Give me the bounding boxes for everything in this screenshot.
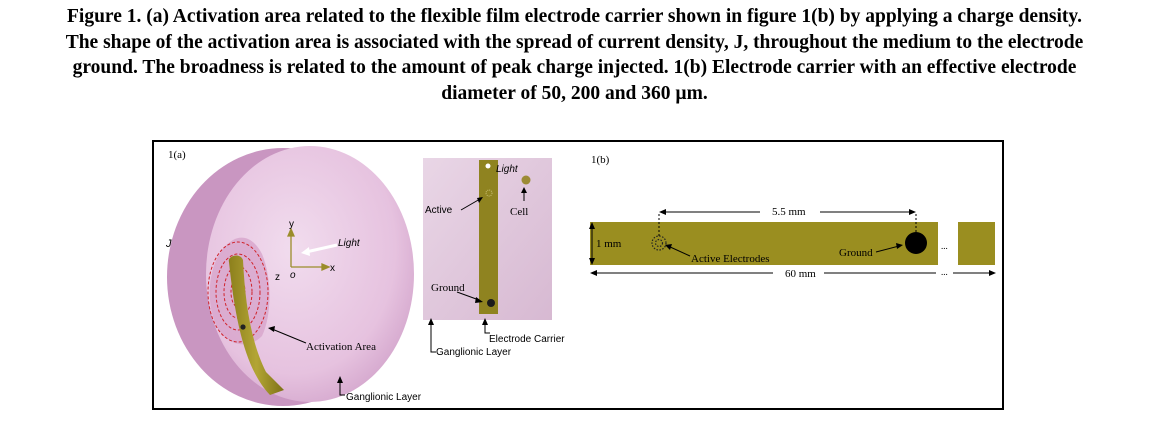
inset-light-dot [485, 163, 491, 169]
light-arrowhead [301, 247, 310, 256]
bottom-dimension-label: 60 mm [785, 268, 816, 280]
ganglionic-layer-label-inset: Ganglionic Layer [436, 347, 512, 358]
panel-inset: Light Active Cell Ground Electrode Carri… [423, 158, 565, 358]
axis-x-label: x [330, 263, 335, 274]
inset-light-label: Light [496, 164, 519, 175]
ellipsis-bottom: ... [941, 267, 948, 277]
caption-line-4: diameter of 50, 200 and 360 µm. [441, 82, 708, 104]
axis-y-label: y [289, 219, 294, 230]
light-arrow [305, 243, 338, 254]
electrode-carrier-label: Electrode Carrier [489, 334, 565, 345]
electrode-carrier-leader [484, 323, 490, 334]
current-density-label: J [165, 238, 172, 250]
active-electrodes-array [651, 235, 667, 251]
inset-active-leader [460, 198, 481, 211]
top-dim-arrow-right [909, 209, 916, 215]
electrode-carrier-arrowhead [482, 318, 488, 325]
caption-line-1: Figure 1. (a) Activation area related to… [67, 6, 1082, 27]
inset-active-label: Active [425, 205, 453, 216]
active-electrodes-leader [667, 245, 691, 257]
inset-carrier [479, 160, 498, 314]
ganglionic-arrowhead-a [337, 376, 343, 383]
axes [287, 227, 331, 271]
ground-arrowhead-b [896, 243, 903, 249]
caption-line-2: The shape of the activation area is asso… [65, 31, 1084, 53]
carrier-strip-end [958, 222, 995, 265]
bottom-dim-arrow-right [989, 270, 996, 276]
inset-active-arrowhead [477, 197, 483, 203]
activation-area-label: Activation Area [306, 341, 376, 353]
electrode-band [228, 255, 284, 395]
inset-ground-electrode [487, 299, 495, 307]
inset-ground-label: Ground [431, 282, 465, 294]
inset-active-electrode [485, 189, 493, 197]
activation-area-arrowhead [268, 326, 275, 332]
active-electrodes-arrowhead [665, 244, 672, 250]
origin-label: o [290, 270, 296, 281]
carrier-strip [590, 222, 938, 265]
inset-cell [521, 175, 531, 185]
ellipsis-top: ... [941, 241, 948, 251]
panel-b: 1(b) 1 mm 5.5 mm Active Electrodes Groun… [589, 154, 996, 280]
light-label: Light [338, 238, 361, 249]
width-arrow-up [589, 222, 595, 229]
ganglionic-layer-label-a: Ganglionic Layer [346, 392, 422, 403]
active-electrodes-label: Active Electrodes [691, 253, 770, 265]
ground-dot-a [240, 324, 246, 330]
inset-ground-leader [456, 291, 480, 301]
inset-cell-label: Cell [510, 206, 528, 218]
top-dim-arrow-left [659, 209, 666, 215]
axis-z-label: z [275, 272, 280, 283]
panel-b-label: 1(b) [591, 154, 610, 166]
ground-leader-b [875, 245, 900, 253]
panel-a: 1(a) J y x z o Light [165, 146, 422, 406]
ganglionic-leader-a [339, 381, 345, 396]
active-electrodes-inner [654, 238, 664, 248]
width-dimension-label: 1 mm [596, 238, 622, 250]
ground-label-b: Ground [839, 247, 873, 259]
caption-line-3: ground. The broadness is related to the … [72, 57, 1077, 78]
inset-cell-arrowhead [521, 187, 527, 193]
ganglionic-arrowhead-inset [428, 318, 434, 325]
ground-electrode-b [905, 232, 927, 254]
ganglionic-leader-inset [430, 323, 436, 353]
activation-area-leader [271, 328, 307, 344]
width-arrow-down [589, 258, 595, 265]
bottom-dim-arrow-left [590, 270, 597, 276]
figure-caption: Figure 1. (a) Activation area related to… [0, 4, 1149, 106]
top-dimension-label: 5.5 mm [772, 206, 806, 218]
inset-ground-arrowhead [475, 297, 483, 303]
panel-a-label: 1(a) [168, 149, 186, 161]
